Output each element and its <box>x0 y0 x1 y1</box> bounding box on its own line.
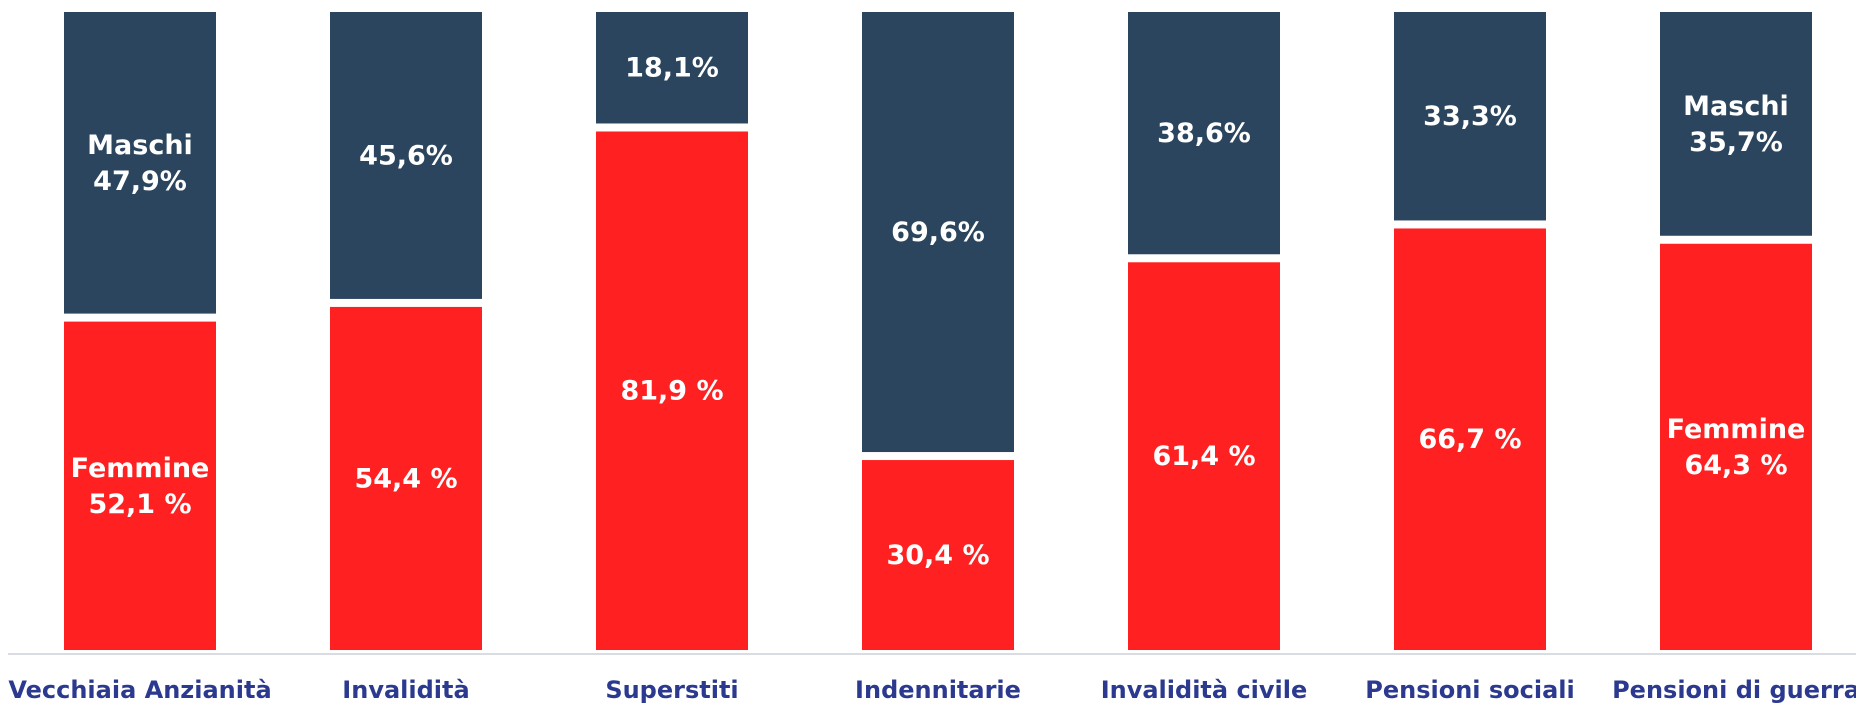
category-label-indennitarie: Indennitarie <box>855 676 1021 704</box>
label-femmine-superstiti-line-1: 81,9 % <box>620 376 723 407</box>
category-label-invalidita-civile: Invalidità civile <box>1101 676 1308 704</box>
label-maschi-superstiti-line-1: 18,1% <box>625 53 719 84</box>
label-maschi-invalidita-civile-line-1: 38,6% <box>1157 118 1251 149</box>
category-label-vecchiaia-anzianita: Vecchiaia Anzianità <box>8 676 271 704</box>
label-maschi-indennitarie-line-1: 69,6% <box>891 217 985 248</box>
label-femmine-pensioni-di-guerra: Femmine 64,3 % <box>1667 414 1806 481</box>
category-labels-group: Vecchiaia Anzianità Invalidità Superstiti I… <box>8 676 1856 704</box>
bar-femmine-invalidita-civile <box>1128 262 1280 650</box>
bar-maschi-invalidita-civile <box>1128 12 1280 255</box>
label-maschi-pensioni-di-guerra-line-1: Maschi <box>1683 91 1789 122</box>
bars-group <box>64 12 1812 651</box>
bar-femmine-indennitarie <box>862 460 1014 650</box>
category-label-superstiti: Superstiti <box>605 676 738 704</box>
bar-maschi-indennitarie <box>862 12 1014 453</box>
category-label-invalidita: Invalidità <box>342 676 469 704</box>
label-maschi-vecchiaia-anzianita: Maschi 47,9% <box>87 130 193 197</box>
label-maschi-vecchiaia-anzianita-line-2: 47,9% <box>93 166 187 197</box>
category-label-pensioni-di-guerra: Pensioni di guerra <box>1612 676 1856 704</box>
label-femmine-vecchiaia-anzianita-line-1: Femmine <box>71 453 210 484</box>
label-maschi-indennitarie: 69,6% <box>891 217 985 248</box>
bar-femmine-pensioni-di-guerra <box>1660 243 1812 651</box>
label-maschi-pensioni-di-guerra: Maschi 35,7% <box>1683 91 1789 158</box>
bar-maschi-pensioni-di-guerra <box>1660 12 1812 236</box>
label-femmine-invalidita-line-1: 54,4 % <box>354 463 457 494</box>
label-maschi-invalidita-line-1: 45,6% <box>359 140 453 171</box>
bar-maschi-superstiti <box>596 12 748 124</box>
label-maschi-pensioni-sociali: 33,3% <box>1423 101 1517 132</box>
label-femmine-invalidita-civile-line-1: 61,4 % <box>1152 441 1255 472</box>
label-maschi-pensioni-di-guerra-line-2: 35,7% <box>1689 127 1783 158</box>
label-femmine-pensioni-sociali-line-1: 66,7 % <box>1418 424 1521 455</box>
label-maschi-invalidita-civile: 38,6% <box>1157 118 1251 149</box>
label-femmine-invalidita: 54,4 % <box>354 463 457 494</box>
label-femmine-indennitarie: 30,4 % <box>886 540 989 571</box>
bar-maschi-vecchiaia-anzianita <box>64 12 216 314</box>
bar-femmine-vecchiaia-anzianita <box>64 321 216 650</box>
label-maschi-pensioni-sociali-line-1: 33,3% <box>1423 101 1517 132</box>
bar-femmine-invalidita <box>330 306 482 650</box>
label-femmine-pensioni-sociali: 66,7 % <box>1418 424 1521 455</box>
label-femmine-indennitarie-line-1: 30,4 % <box>886 540 989 571</box>
bar-maschi-pensioni-sociali <box>1394 12 1546 221</box>
label-femmine-vecchiaia-anzianita: Femmine 52,1 % <box>71 453 210 520</box>
bar-femmine-superstiti <box>596 131 748 650</box>
label-femmine-invalidita-civile: 61,4 % <box>1152 441 1255 472</box>
bar-femmine-pensioni-sociali <box>1394 228 1546 651</box>
bar-maschi-invalidita <box>330 12 482 299</box>
label-femmine-pensioni-di-guerra-line-1: Femmine <box>1667 414 1806 445</box>
label-maschi-invalidita: 45,6% <box>359 140 453 171</box>
label-femmine-pensioni-di-guerra-line-2: 64,3 % <box>1684 450 1787 481</box>
category-label-pensioni-sociali: Pensioni sociali <box>1365 676 1575 704</box>
label-femmine-vecchiaia-anzianita-line-2: 52,1 % <box>88 489 191 520</box>
segment-labels-group: Maschi 47,9% Femmine 52,1 % 45,6% 54,4 % 18,1%… <box>71 53 1806 571</box>
label-femmine-superstiti: 81,9 % <box>620 376 723 407</box>
label-maschi-superstiti: 18,1% <box>625 53 719 84</box>
label-maschi-vecchiaia-anzianita-line-1: Maschi <box>87 130 193 161</box>
